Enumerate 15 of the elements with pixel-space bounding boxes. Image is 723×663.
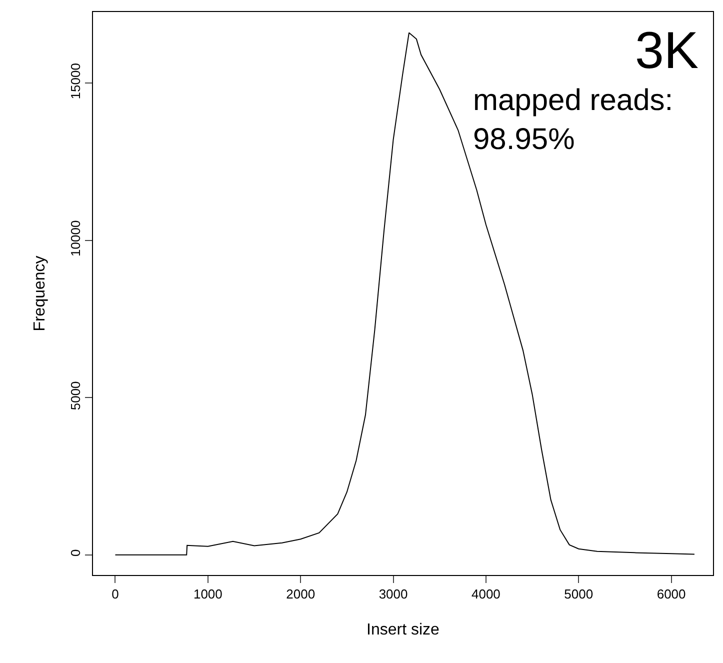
y-tick-label: 10000 xyxy=(68,220,83,256)
x-tick-label: 6000 xyxy=(656,586,686,602)
x-tick-label: 4000 xyxy=(471,586,500,602)
y-tick-label: 0 xyxy=(68,549,83,557)
x-axis-title: Insert size xyxy=(366,621,440,638)
x-tick-label: 0 xyxy=(112,586,119,602)
x-tick-label: 2000 xyxy=(286,586,316,602)
x-tick-label: 5000 xyxy=(564,586,594,602)
y-axis-title: Frequency xyxy=(32,256,49,332)
x-tick-label: 3000 xyxy=(378,586,408,602)
x-tick-label: 1000 xyxy=(193,586,222,602)
annotation: mapped reads: 98.95% xyxy=(473,84,674,156)
y-tick-label: 5000 xyxy=(68,381,83,410)
y-tick-label: 15000 xyxy=(68,63,83,100)
annotation: 3K xyxy=(635,22,699,80)
